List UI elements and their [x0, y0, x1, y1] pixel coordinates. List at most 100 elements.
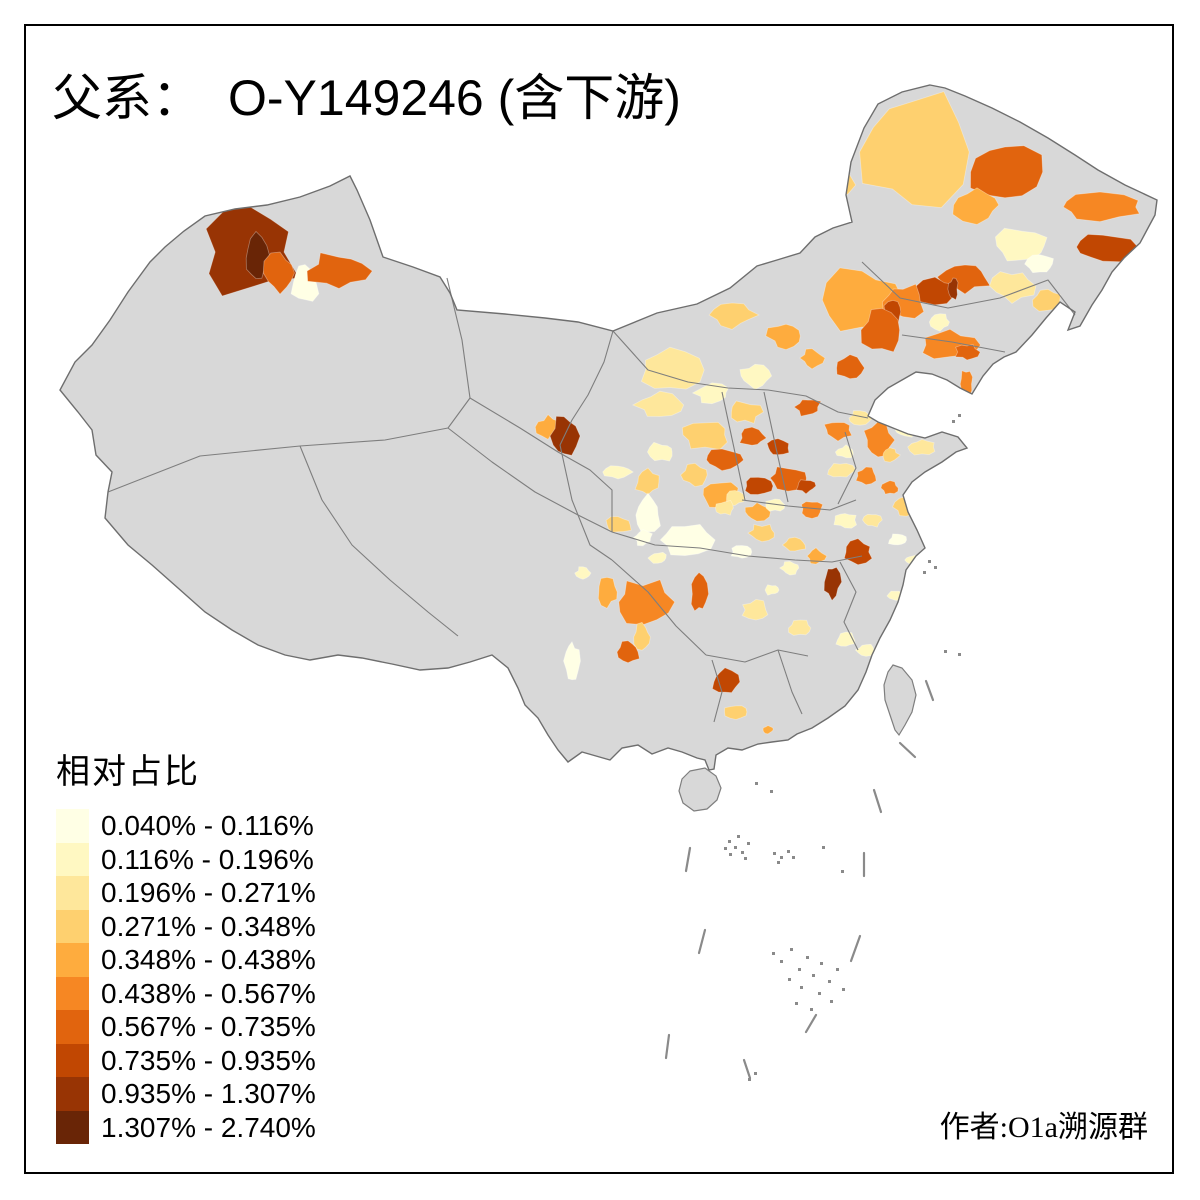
map-region — [646, 441, 673, 462]
map-region — [833, 513, 858, 529]
map-region — [691, 382, 730, 405]
legend-row: 1.307% - 2.740% — [56, 1110, 316, 1144]
map-region — [706, 448, 745, 472]
map-region — [799, 348, 826, 370]
map-region — [836, 354, 865, 380]
islet-speck — [820, 962, 823, 965]
south-china-sea-marks — [664, 679, 935, 1080]
legend-swatch — [56, 1077, 89, 1111]
map-region — [563, 640, 581, 681]
map-region — [690, 571, 710, 612]
legend-row: 0.935% - 1.307% — [56, 1077, 316, 1111]
map-region — [823, 566, 843, 602]
islands — [678, 664, 917, 812]
legend-swatch — [56, 909, 89, 943]
islet-speck — [780, 856, 783, 859]
map-region — [730, 545, 753, 559]
legend-swatch — [56, 876, 89, 910]
islet-speck — [923, 571, 926, 574]
map-region — [744, 502, 771, 522]
legend-row: 0.735% - 0.935% — [56, 1043, 316, 1077]
map-region — [597, 576, 618, 609]
title-part-suffix: 含下游 — [514, 70, 665, 126]
legend-row: 0.040% - 0.116% — [56, 809, 316, 843]
islet-speck — [818, 992, 821, 995]
map-region — [860, 307, 901, 353]
map-region — [306, 252, 373, 289]
islet-speck — [729, 853, 732, 856]
islet-speck — [822, 846, 825, 849]
map-region — [741, 598, 769, 621]
map-region — [859, 91, 970, 209]
map-region — [549, 415, 581, 456]
map-region — [788, 619, 812, 636]
legend-rows: 0.040% - 0.116% 0.116% - 0.196% 0.196% - 0… — [56, 809, 316, 1144]
islet-speck — [755, 782, 758, 785]
map-region — [928, 418, 949, 431]
map-region — [730, 400, 765, 424]
map-region — [970, 145, 1044, 199]
legend-label: 0.438% - 0.567% — [101, 977, 316, 1009]
islet-speck — [748, 1078, 751, 1081]
map-region — [823, 422, 853, 442]
legend-label: 1.307% - 2.740% — [101, 1111, 316, 1143]
small-islets — [724, 414, 961, 1081]
map-region — [715, 500, 734, 516]
legend-label: 0.935% - 1.307% — [101, 1078, 316, 1109]
islet-speck — [952, 420, 955, 423]
legend-swatch — [56, 1110, 89, 1144]
map-region — [724, 705, 748, 720]
islet-speck — [788, 978, 791, 981]
map-region — [765, 498, 786, 512]
islet-speck — [780, 960, 783, 963]
map-region — [887, 533, 908, 546]
map-region — [855, 466, 877, 486]
title-part-code: O-Y149246 ( — [228, 70, 515, 126]
map-region — [848, 410, 873, 426]
legend-row: 0.438% - 0.567% — [56, 976, 316, 1010]
legend-label: 0.735% - 0.935% — [101, 1044, 316, 1076]
hainan-island — [678, 767, 722, 812]
islet-speck — [806, 956, 809, 959]
map-region — [762, 725, 774, 735]
islet-speck — [810, 1008, 813, 1011]
legend-swatch — [56, 976, 89, 1010]
map-region — [778, 560, 800, 576]
map-region — [574, 566, 592, 580]
map-region — [827, 462, 857, 478]
legend-label: 0.271% - 0.348% — [101, 910, 316, 942]
islet-speck — [787, 850, 790, 853]
map-region — [947, 277, 959, 301]
title-part-cjk: 父系： — [52, 70, 202, 126]
map-region — [907, 438, 936, 456]
islet-speck — [958, 414, 961, 417]
map-region — [936, 264, 991, 295]
map-region — [634, 467, 660, 496]
map-region — [708, 302, 760, 330]
map-region — [739, 363, 773, 390]
title-part-paren: ) — [664, 70, 681, 126]
map-region — [635, 492, 661, 533]
map-region — [640, 346, 705, 390]
map-region — [1024, 254, 1054, 274]
islet-speck — [790, 948, 793, 951]
map-title: 父系： O-Y149246 (含下游) — [52, 58, 681, 130]
islet-speck — [747, 842, 750, 845]
map-region — [801, 501, 824, 519]
islet-speck — [828, 980, 831, 983]
map-region — [880, 480, 899, 495]
map-region — [878, 402, 898, 419]
map-region — [801, 737, 810, 746]
legend-row: 0.116% - 0.196% — [56, 842, 316, 876]
islet-speck — [934, 566, 937, 569]
map-region — [647, 551, 667, 564]
map-region — [711, 667, 741, 694]
map-region — [765, 323, 801, 351]
islet-speck — [728, 840, 731, 843]
map-region — [1062, 191, 1141, 223]
map-region — [616, 640, 640, 664]
islet-speck — [842, 988, 845, 991]
legend-row: 0.271% - 0.348% — [56, 909, 316, 943]
